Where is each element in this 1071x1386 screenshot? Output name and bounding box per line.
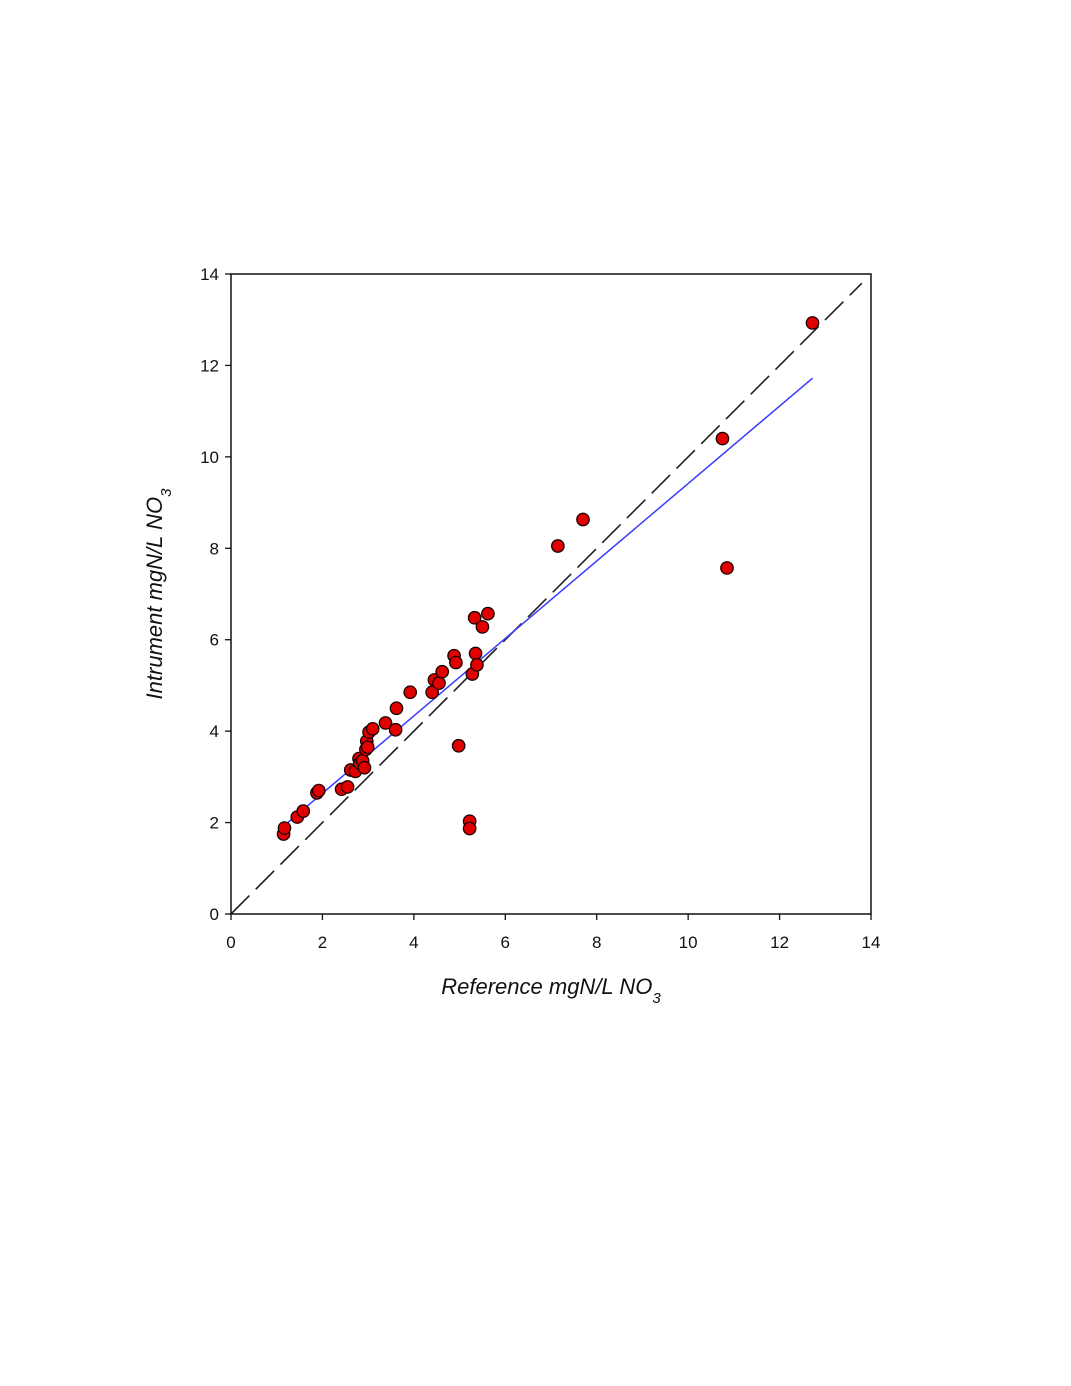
- x-axis-ticks: 0 2 4 6 8 10 12 14: [226, 914, 880, 952]
- data-point: [462, 821, 477, 836]
- x-tick-label: 12: [770, 933, 789, 952]
- data-point: [449, 655, 463, 670]
- y-axis-ticks: 0 2 4 6 8 10 12 14: [200, 265, 231, 924]
- y-tick-label: 14: [200, 265, 219, 284]
- data-point: [435, 664, 450, 679]
- data-point: [340, 780, 355, 794]
- x-tick-label: 10: [679, 933, 698, 952]
- x-axis-title-main: Reference mgN/L NO: [441, 974, 652, 999]
- y-axis-title-main: Intrument mgN/L NO: [142, 497, 167, 700]
- y-tick-label: 8: [210, 539, 219, 558]
- data-point: [451, 738, 466, 753]
- plot-frame: [230, 273, 872, 915]
- x-tick-label: 14: [862, 933, 881, 952]
- y-tick-label: 10: [200, 448, 219, 467]
- data-point: [551, 539, 565, 553]
- data-point: [576, 512, 590, 527]
- data-point: [378, 716, 393, 730]
- y-tick-label: 6: [210, 631, 219, 650]
- x-tick-label: 8: [592, 933, 601, 952]
- data-point: [357, 760, 372, 775]
- data-point: [470, 658, 484, 672]
- y-tick-label: 0: [210, 905, 219, 924]
- x-tick-label: 6: [501, 933, 510, 952]
- data-points-layer: [276, 316, 820, 841]
- x-axis-title: Reference mgN/L NO3: [441, 974, 661, 1007]
- data-point: [720, 561, 734, 575]
- data-point: [432, 676, 446, 690]
- x-tick-label: 4: [409, 933, 418, 952]
- y-tick-label: 4: [210, 722, 219, 741]
- data-point: [360, 740, 375, 754]
- y-axis-title-subscript: 3: [158, 488, 175, 497]
- data-point: [468, 646, 483, 661]
- data-point: [467, 610, 482, 625]
- x-tick-label: 2: [318, 933, 327, 952]
- x-axis-title-subscript: 3: [652, 990, 661, 1007]
- data-point: [805, 316, 820, 330]
- data-point: [277, 821, 292, 835]
- data-point: [296, 804, 311, 818]
- data-point: [388, 722, 403, 737]
- data-point: [389, 701, 404, 716]
- x-tick-label: 0: [226, 933, 235, 952]
- data-point: [475, 620, 490, 634]
- y-tick-label: 12: [200, 356, 219, 375]
- data-point: [311, 783, 326, 798]
- data-point: [481, 606, 495, 621]
- data-point: [403, 685, 418, 700]
- data-point: [715, 431, 730, 446]
- identity-line: [230, 282, 863, 915]
- identity-line-layer: [230, 282, 863, 915]
- y-axis-title: Intrument mgN/L NO3: [142, 488, 175, 700]
- y-tick-label: 2: [210, 814, 219, 833]
- data-point: [365, 722, 380, 736]
